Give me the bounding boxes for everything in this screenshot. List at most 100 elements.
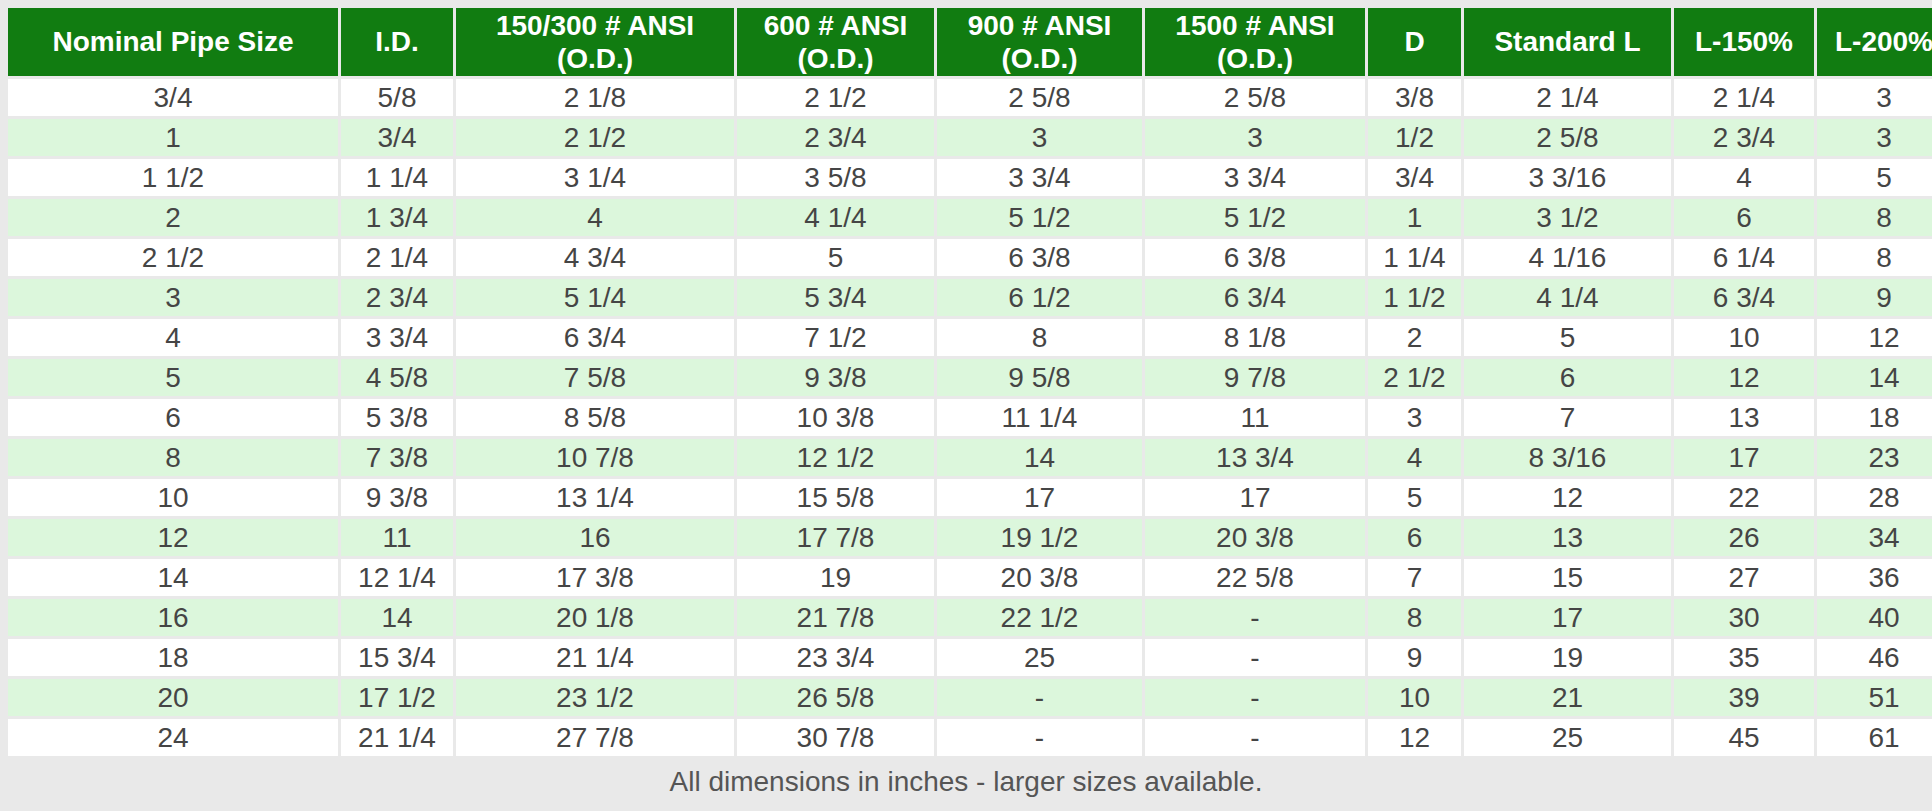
column-header: L-150% <box>1674 8 1814 76</box>
table-row: 1 1/21 1/43 1/43 5/83 3/43 3/43/43 3/164… <box>8 159 1932 196</box>
table-cell: 35 <box>1674 639 1814 676</box>
column-header: 600 # ANSI (O.D.) <box>737 8 934 76</box>
table-cell: 9 3/8 <box>737 359 934 396</box>
pipe-dimensions-page: Nominal Pipe SizeI.D.150/300 # ANSI (O.D… <box>0 0 1932 811</box>
table-row: 109 3/813 1/415 5/817175122228 <box>8 479 1932 516</box>
table-cell: 20 1/8 <box>456 599 734 636</box>
table-cell: 10 <box>1674 319 1814 356</box>
table-cell: 2 5/8 <box>1145 79 1365 116</box>
table-cell: 3 <box>8 279 338 316</box>
table-cell: 16 <box>8 599 338 636</box>
table-cell: 13 3/4 <box>1145 439 1365 476</box>
table-cell: 15 5/8 <box>737 479 934 516</box>
table-cell: 13 <box>1674 399 1814 436</box>
table-cell: 2 5/8 <box>1464 119 1671 156</box>
table-cell: 27 <box>1674 559 1814 596</box>
table-row: 65 3/88 5/810 3/811 1/411371318 <box>8 399 1932 436</box>
table-cell: 17 <box>1145 479 1365 516</box>
table-row: 3/45/82 1/82 1/22 5/82 5/83/82 1/42 1/43 <box>8 79 1932 116</box>
table-cell: 46 <box>1817 639 1932 676</box>
column-header: L-200% <box>1817 8 1932 76</box>
table-cell: 6 3/8 <box>937 239 1142 276</box>
table-cell: 3/4 <box>8 79 338 116</box>
table-cell: 20 3/8 <box>937 559 1142 596</box>
table-cell: 6 <box>8 399 338 436</box>
table-cell: 5 <box>737 239 934 276</box>
table-cell: 2 <box>1368 319 1461 356</box>
table-cell: 7 <box>1368 559 1461 596</box>
table-cell: 1 <box>1368 199 1461 236</box>
table-cell: 12 1/2 <box>737 439 934 476</box>
table-cell: 2 1/4 <box>341 239 453 276</box>
column-header: 900 # ANSI (O.D.) <box>937 8 1142 76</box>
table-cell: 3 <box>1368 399 1461 436</box>
table-cell: - <box>1145 639 1365 676</box>
table-cell: 17 1/2 <box>341 679 453 716</box>
table-cell: 2 3/4 <box>1674 119 1814 156</box>
table-cell: 14 <box>341 599 453 636</box>
table-cell: 1 1/2 <box>8 159 338 196</box>
table-cell: 6 3/4 <box>1145 279 1365 316</box>
table-cell: 23 1/2 <box>456 679 734 716</box>
table-cell: 4 5/8 <box>341 359 453 396</box>
table-cell: 23 3/4 <box>737 639 934 676</box>
table-cell: 8 <box>1817 239 1932 276</box>
table-cell: 34 <box>1817 519 1932 556</box>
table-cell: 2 3/4 <box>737 119 934 156</box>
table-cell: 3/4 <box>1368 159 1461 196</box>
table-cell: 26 <box>1674 519 1814 556</box>
table-cell: 4 1/4 <box>737 199 934 236</box>
table-cell: 17 7/8 <box>737 519 934 556</box>
table-cell: 7 1/2 <box>737 319 934 356</box>
table-cell: 40 <box>1817 599 1932 636</box>
table-row: 161420 1/821 7/822 1/2-8173040 <box>8 599 1932 636</box>
table-cell: 1 1/2 <box>1368 279 1461 316</box>
table-cell: 5 3/8 <box>341 399 453 436</box>
table-cell: 10 3/8 <box>737 399 934 436</box>
table-cell: 5 <box>1817 159 1932 196</box>
table-cell: 9 3/8 <box>341 479 453 516</box>
table-cell: 3 3/4 <box>937 159 1142 196</box>
table-cell: 25 <box>1464 719 1671 756</box>
table-cell: 6 1/4 <box>1674 239 1814 276</box>
table-row: 87 3/810 7/812 1/21413 3/448 3/161723 <box>8 439 1932 476</box>
table-cell: 19 <box>737 559 934 596</box>
table-cell: 14 <box>937 439 1142 476</box>
table-cell: 8 <box>1368 599 1461 636</box>
table-row: 13/42 1/22 3/4331/22 5/82 3/43 <box>8 119 1932 156</box>
table-header: Nominal Pipe SizeI.D.150/300 # ANSI (O.D… <box>8 8 1932 76</box>
table-cell: 8 <box>937 319 1142 356</box>
table-cell: 2 1/8 <box>456 79 734 116</box>
table-cell: 6 <box>1464 359 1671 396</box>
table-cell: 14 <box>8 559 338 596</box>
table-cell: 10 7/8 <box>456 439 734 476</box>
table-cell: 17 3/8 <box>456 559 734 596</box>
table-cell: 10 <box>8 479 338 516</box>
table-cell: 11 1/4 <box>937 399 1142 436</box>
table-cell: 22 <box>1674 479 1814 516</box>
table-cell: 5 <box>1464 319 1671 356</box>
table-row: 1815 3/421 1/423 3/425-9193546 <box>8 639 1932 676</box>
table-cell: 26 5/8 <box>737 679 934 716</box>
table-body: 3/45/82 1/82 1/22 5/82 5/83/82 1/42 1/43… <box>8 79 1932 756</box>
table-cell: 36 <box>1817 559 1932 596</box>
table-row: 43 3/46 3/47 1/288 1/8251012 <box>8 319 1932 356</box>
table-cell: 22 5/8 <box>1145 559 1365 596</box>
table-cell: 3 <box>1817 79 1932 116</box>
table-cell: 51 <box>1817 679 1932 716</box>
table-cell: 20 3/8 <box>1145 519 1365 556</box>
table-cell: 11 <box>341 519 453 556</box>
table-cell: 2 3/4 <box>341 279 453 316</box>
table-cell: 4 <box>456 199 734 236</box>
column-header: 150/300 # ANSI (O.D.) <box>456 8 734 76</box>
table-cell: 6 1/2 <box>937 279 1142 316</box>
table-cell: - <box>1145 679 1365 716</box>
table-cell: 2 5/8 <box>937 79 1142 116</box>
table-cell: 4 1/4 <box>1464 279 1671 316</box>
table-cell: 9 7/8 <box>1145 359 1365 396</box>
table-cell: 6 3/4 <box>1674 279 1814 316</box>
table-cell: 2 1/2 <box>456 119 734 156</box>
column-header: Standard L <box>1464 8 1671 76</box>
table-row: 21 3/444 1/45 1/25 1/213 1/268 <box>8 199 1932 236</box>
table-cell: 6 <box>1368 519 1461 556</box>
